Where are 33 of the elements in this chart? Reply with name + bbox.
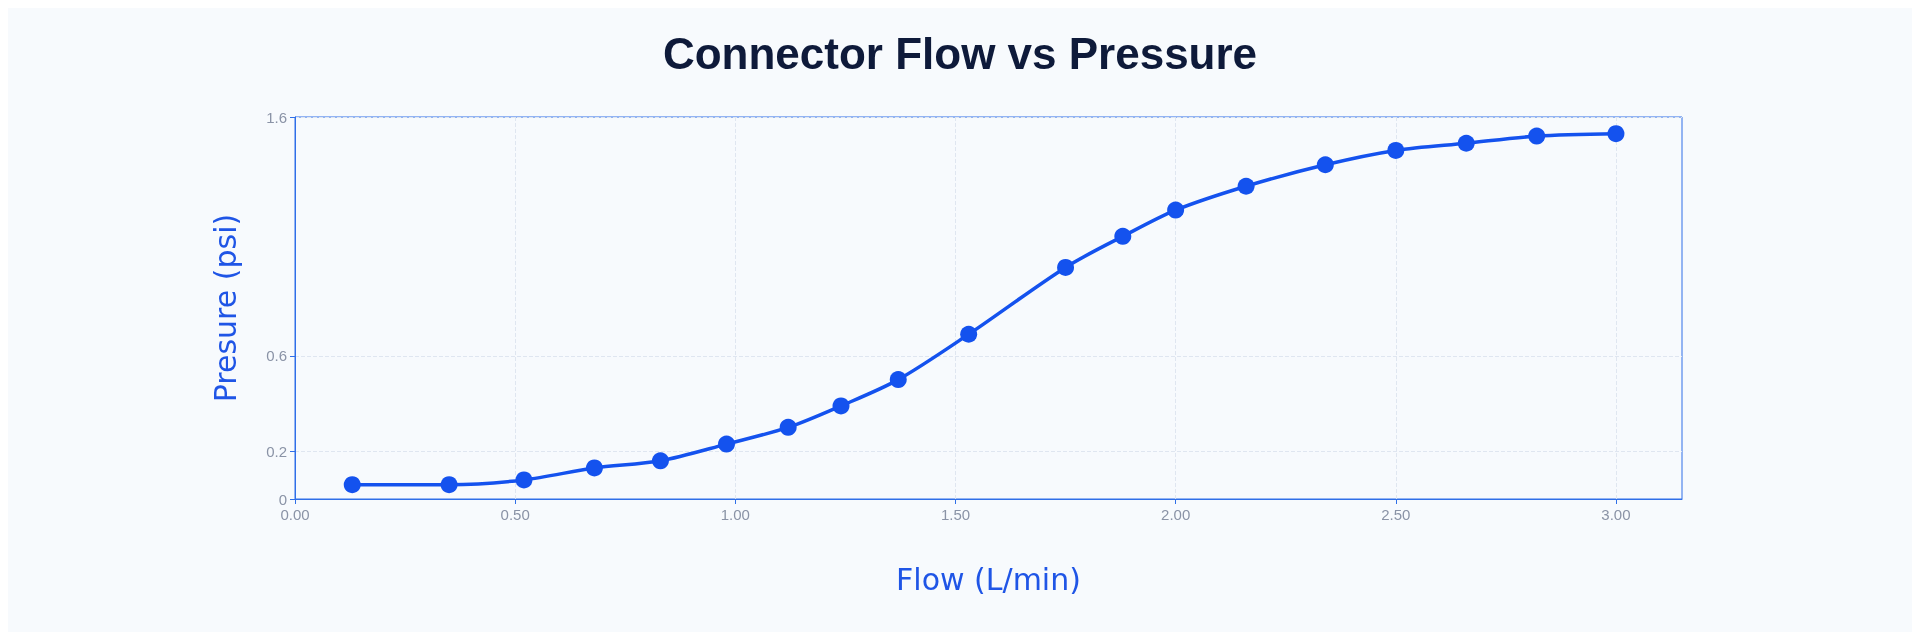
x-tick-label: 3.00 xyxy=(1601,506,1631,523)
point xyxy=(440,476,458,494)
point xyxy=(889,371,907,389)
y-axis-title: Presure (psi) xyxy=(207,213,243,403)
y-tick-label: 0.2 xyxy=(266,442,287,460)
point xyxy=(1237,177,1255,195)
x-axis-title: Flow (L/min) xyxy=(896,561,1081,597)
y-tick-label: 0.6 xyxy=(266,347,287,365)
point xyxy=(1607,125,1625,143)
point xyxy=(832,397,850,415)
point xyxy=(1057,258,1075,276)
point xyxy=(585,459,603,477)
x-tick-label: 2.00 xyxy=(1161,506,1191,523)
x-tick-label: 2.50 xyxy=(1381,506,1411,523)
point xyxy=(515,471,533,489)
chart-title: Connector Flow vs Pressure xyxy=(662,28,1258,78)
point xyxy=(651,452,669,470)
point xyxy=(779,418,797,436)
x-tick-label: 0.50 xyxy=(500,506,530,523)
point xyxy=(1457,134,1475,152)
y-tick-label: 1.6 xyxy=(266,108,287,126)
x-tick-label: 1.00 xyxy=(720,506,750,523)
y-tick-label: 0 xyxy=(278,490,287,508)
point xyxy=(960,325,978,343)
point xyxy=(1528,127,1546,145)
point xyxy=(1387,141,1405,159)
point xyxy=(343,476,361,494)
point xyxy=(1114,227,1132,245)
x-tick-label: 0.00 xyxy=(280,506,310,523)
x-tick-label: 1.50 xyxy=(940,506,971,523)
point xyxy=(718,435,736,453)
point xyxy=(1167,201,1185,219)
point xyxy=(1316,156,1334,174)
